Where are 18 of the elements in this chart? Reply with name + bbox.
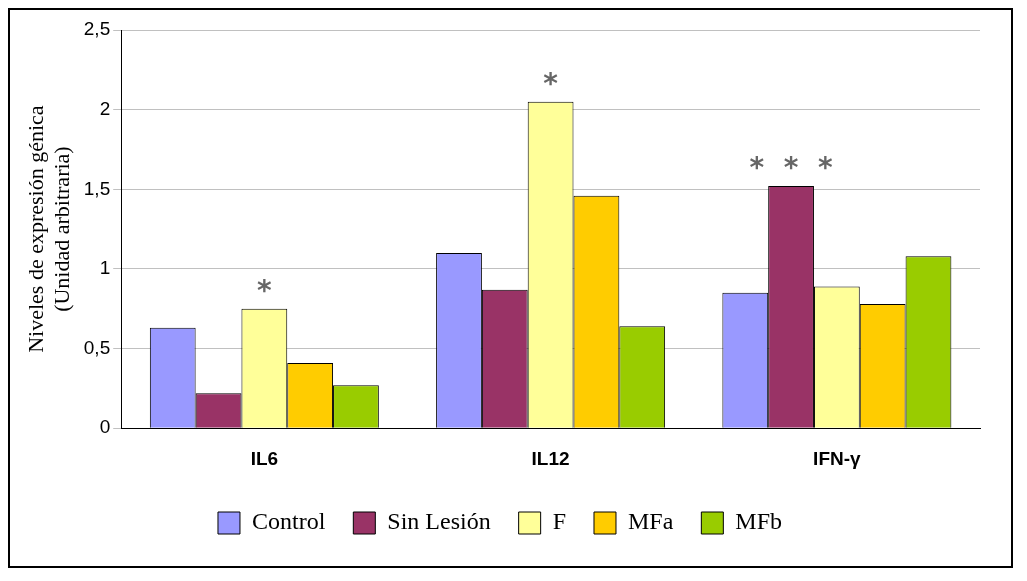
x-tick-label: IL12 bbox=[531, 447, 570, 469]
y-tick-label: 0 bbox=[99, 416, 111, 438]
legend-label: Control bbox=[251, 508, 326, 535]
y-tick-label: 1,5 bbox=[83, 177, 111, 199]
legend-label: Sin Lesión bbox=[387, 508, 491, 535]
annotation: * bbox=[543, 66, 559, 100]
y-tick-label: 2 bbox=[99, 97, 111, 119]
legend-label: MFb bbox=[735, 508, 783, 535]
legend-label: MFa bbox=[628, 508, 674, 535]
legend-label: F bbox=[552, 508, 567, 535]
y-tick-label: 0,5 bbox=[83, 336, 111, 358]
annotation: * * * bbox=[749, 151, 833, 185]
y-tick-label: 1 bbox=[99, 257, 111, 279]
y-tick-label: 2,5 bbox=[83, 18, 111, 40]
x-tick-label: IFN-γ bbox=[813, 447, 862, 469]
x-tick-label: IL6 bbox=[250, 447, 279, 469]
annotation: * bbox=[257, 274, 273, 308]
y-axis-title: Niveles de expresión génica (Unidad arbitraria) bbox=[22, 105, 75, 353]
